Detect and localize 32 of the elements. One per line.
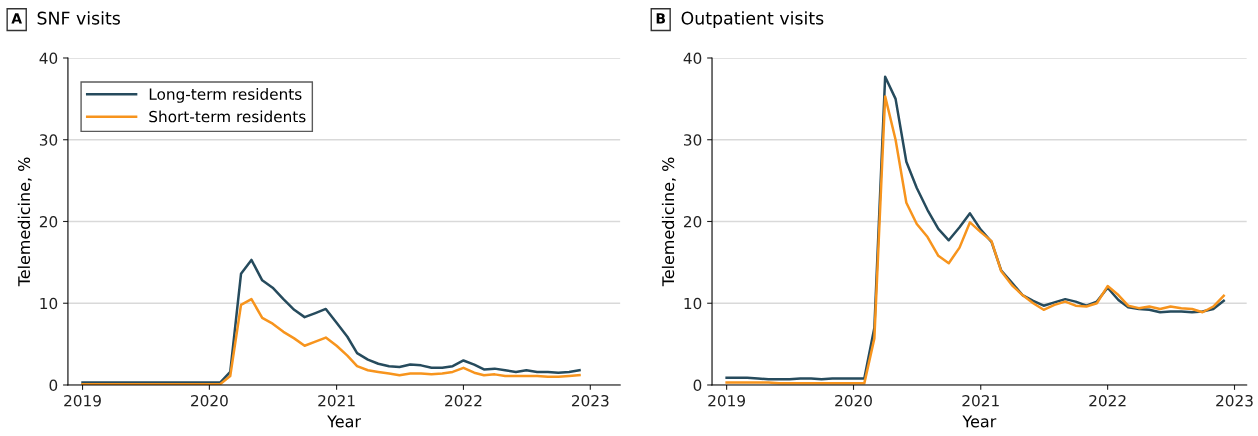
text: B [656,13,666,24]
line-series [81,297,581,385]
x-tick-label: 2020 [191,394,228,407]
legend-label: Long-term residents [149,88,302,103]
x-tick-label: 2023 [571,394,609,407]
line-series [81,258,581,384]
y-axis-title: Telemedicine, % [17,157,32,287]
x-tick-label: 2019 [64,394,101,407]
x-tick-label: 2021 [318,394,355,407]
x-tick-label: 2019 [708,394,745,407]
y-tick-label: 10 [684,297,702,310]
y-tick-label: 20 [683,215,702,228]
y-tick-label: 10 [40,297,58,310]
y-tick-label: 0 [49,379,58,392]
y-tick-label: 30 [684,134,702,146]
y-tick-label: 30 [39,134,58,146]
y-axis-title: Telemedicine, % [661,157,676,287]
x-tick-label: 2022 [1089,394,1126,407]
x-tick-label: 2021 [962,394,999,407]
chart-title: Outpatient visits [681,11,824,29]
x-axis-title: Year [327,415,361,428]
text: A [11,13,22,24]
x-axis-title: Year [962,415,997,428]
x-tick-label: 2020 [835,394,872,407]
legend-label: Short-term residents [149,110,306,123]
y-tick-label: 40 [39,52,58,65]
x-tick-label: 2023 [1216,394,1253,407]
chart-title: SNF visits [37,11,120,25]
y-tick-label: 40 [683,52,702,65]
y-tick-label: 0 [693,379,702,392]
x-tick-label: 2022 [445,394,482,407]
y-tick-label: 20 [39,215,58,228]
